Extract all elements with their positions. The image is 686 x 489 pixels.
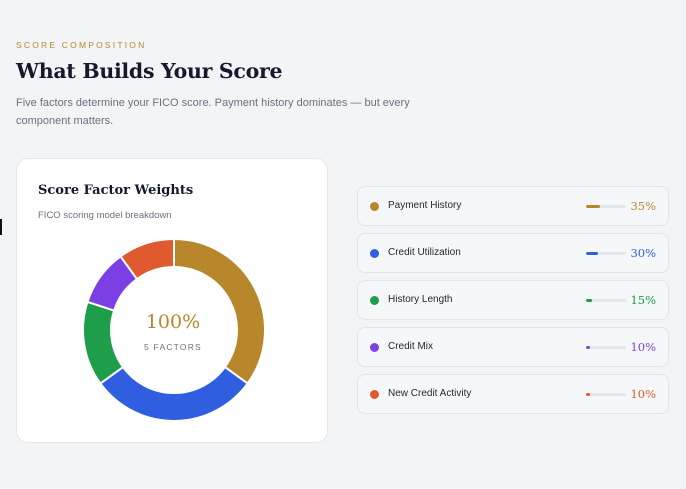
donut-slice-credit-utilization[interactable]: [98, 365, 250, 422]
factor-percent: 10%: [630, 387, 656, 401]
factor-weight-fill: [586, 346, 590, 349]
factor-list: Payment History 35% Credit Utilization 3…: [357, 186, 669, 421]
factor-row-payment-history[interactable]: Payment History 35%: [357, 186, 669, 226]
factor-weight-fill: [586, 205, 600, 208]
factor-weight-bar: [586, 346, 626, 349]
donut-slice-payment-history[interactable]: [173, 237, 266, 385]
factor-weight-bar: [586, 299, 626, 302]
factor-percent: 30%: [630, 246, 656, 260]
score-weights-card: Score Factor Weights FICO scoring model …: [16, 158, 328, 443]
factor-percent: 35%: [630, 199, 656, 213]
factor-color-dot: [370, 296, 379, 305]
text-cursor: [0, 219, 2, 235]
card-subtitle: FICO scoring model breakdown: [38, 210, 172, 221]
eyebrow-label: SCORE COMPOSITION: [16, 40, 147, 50]
factor-weight-bar: [586, 393, 626, 396]
factor-weight-bar: [586, 252, 626, 255]
factor-color-dot: [370, 249, 379, 258]
factor-weight-fill: [586, 252, 598, 255]
page-subtitle: Five factors determine your FICO score. …: [16, 97, 410, 127]
factor-name: Credit Utilization: [388, 247, 461, 258]
factor-percent: 10%: [630, 340, 656, 354]
factor-row-credit-utilization[interactable]: Credit Utilization 30%: [357, 233, 669, 273]
donut-slice-new-credit-activity[interactable]: [119, 237, 175, 281]
factor-name: Credit Mix: [388, 341, 434, 352]
donut-center-value: 100%: [145, 311, 201, 333]
factor-color-dot: [370, 390, 379, 399]
factor-weight-fill: [586, 393, 590, 396]
factor-row-new-credit-activity[interactable]: New Credit Activity 10%: [357, 374, 669, 414]
card-title: Score Factor Weights: [38, 183, 194, 198]
factor-color-dot: [370, 202, 379, 211]
factor-weight-fill: [586, 299, 592, 302]
donut-center-label: 5 FACTORS: [144, 342, 202, 352]
donut-chart: [82, 237, 266, 422]
factor-row-history-length[interactable]: History Length 15%: [357, 280, 669, 320]
page-title: What Builds Your Score: [16, 59, 283, 83]
factor-row-credit-mix[interactable]: Credit Mix 10%: [357, 327, 669, 367]
factor-name: Payment History: [388, 200, 462, 211]
factor-weight-bar: [586, 205, 626, 208]
factor-color-dot: [370, 343, 379, 352]
factor-percent: 15%: [630, 293, 656, 307]
factor-name: History Length: [388, 294, 453, 305]
factor-name: New Credit Activity: [388, 388, 472, 399]
